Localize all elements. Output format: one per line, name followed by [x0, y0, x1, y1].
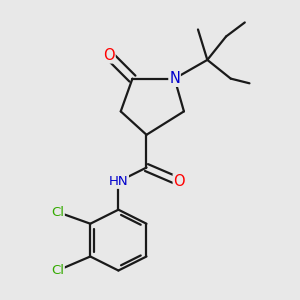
Text: O: O [173, 174, 185, 189]
Text: Cl: Cl [51, 206, 64, 218]
Text: N: N [169, 71, 180, 86]
Text: Cl: Cl [51, 264, 64, 277]
Text: O: O [103, 48, 115, 63]
Text: HN: HN [109, 175, 128, 188]
